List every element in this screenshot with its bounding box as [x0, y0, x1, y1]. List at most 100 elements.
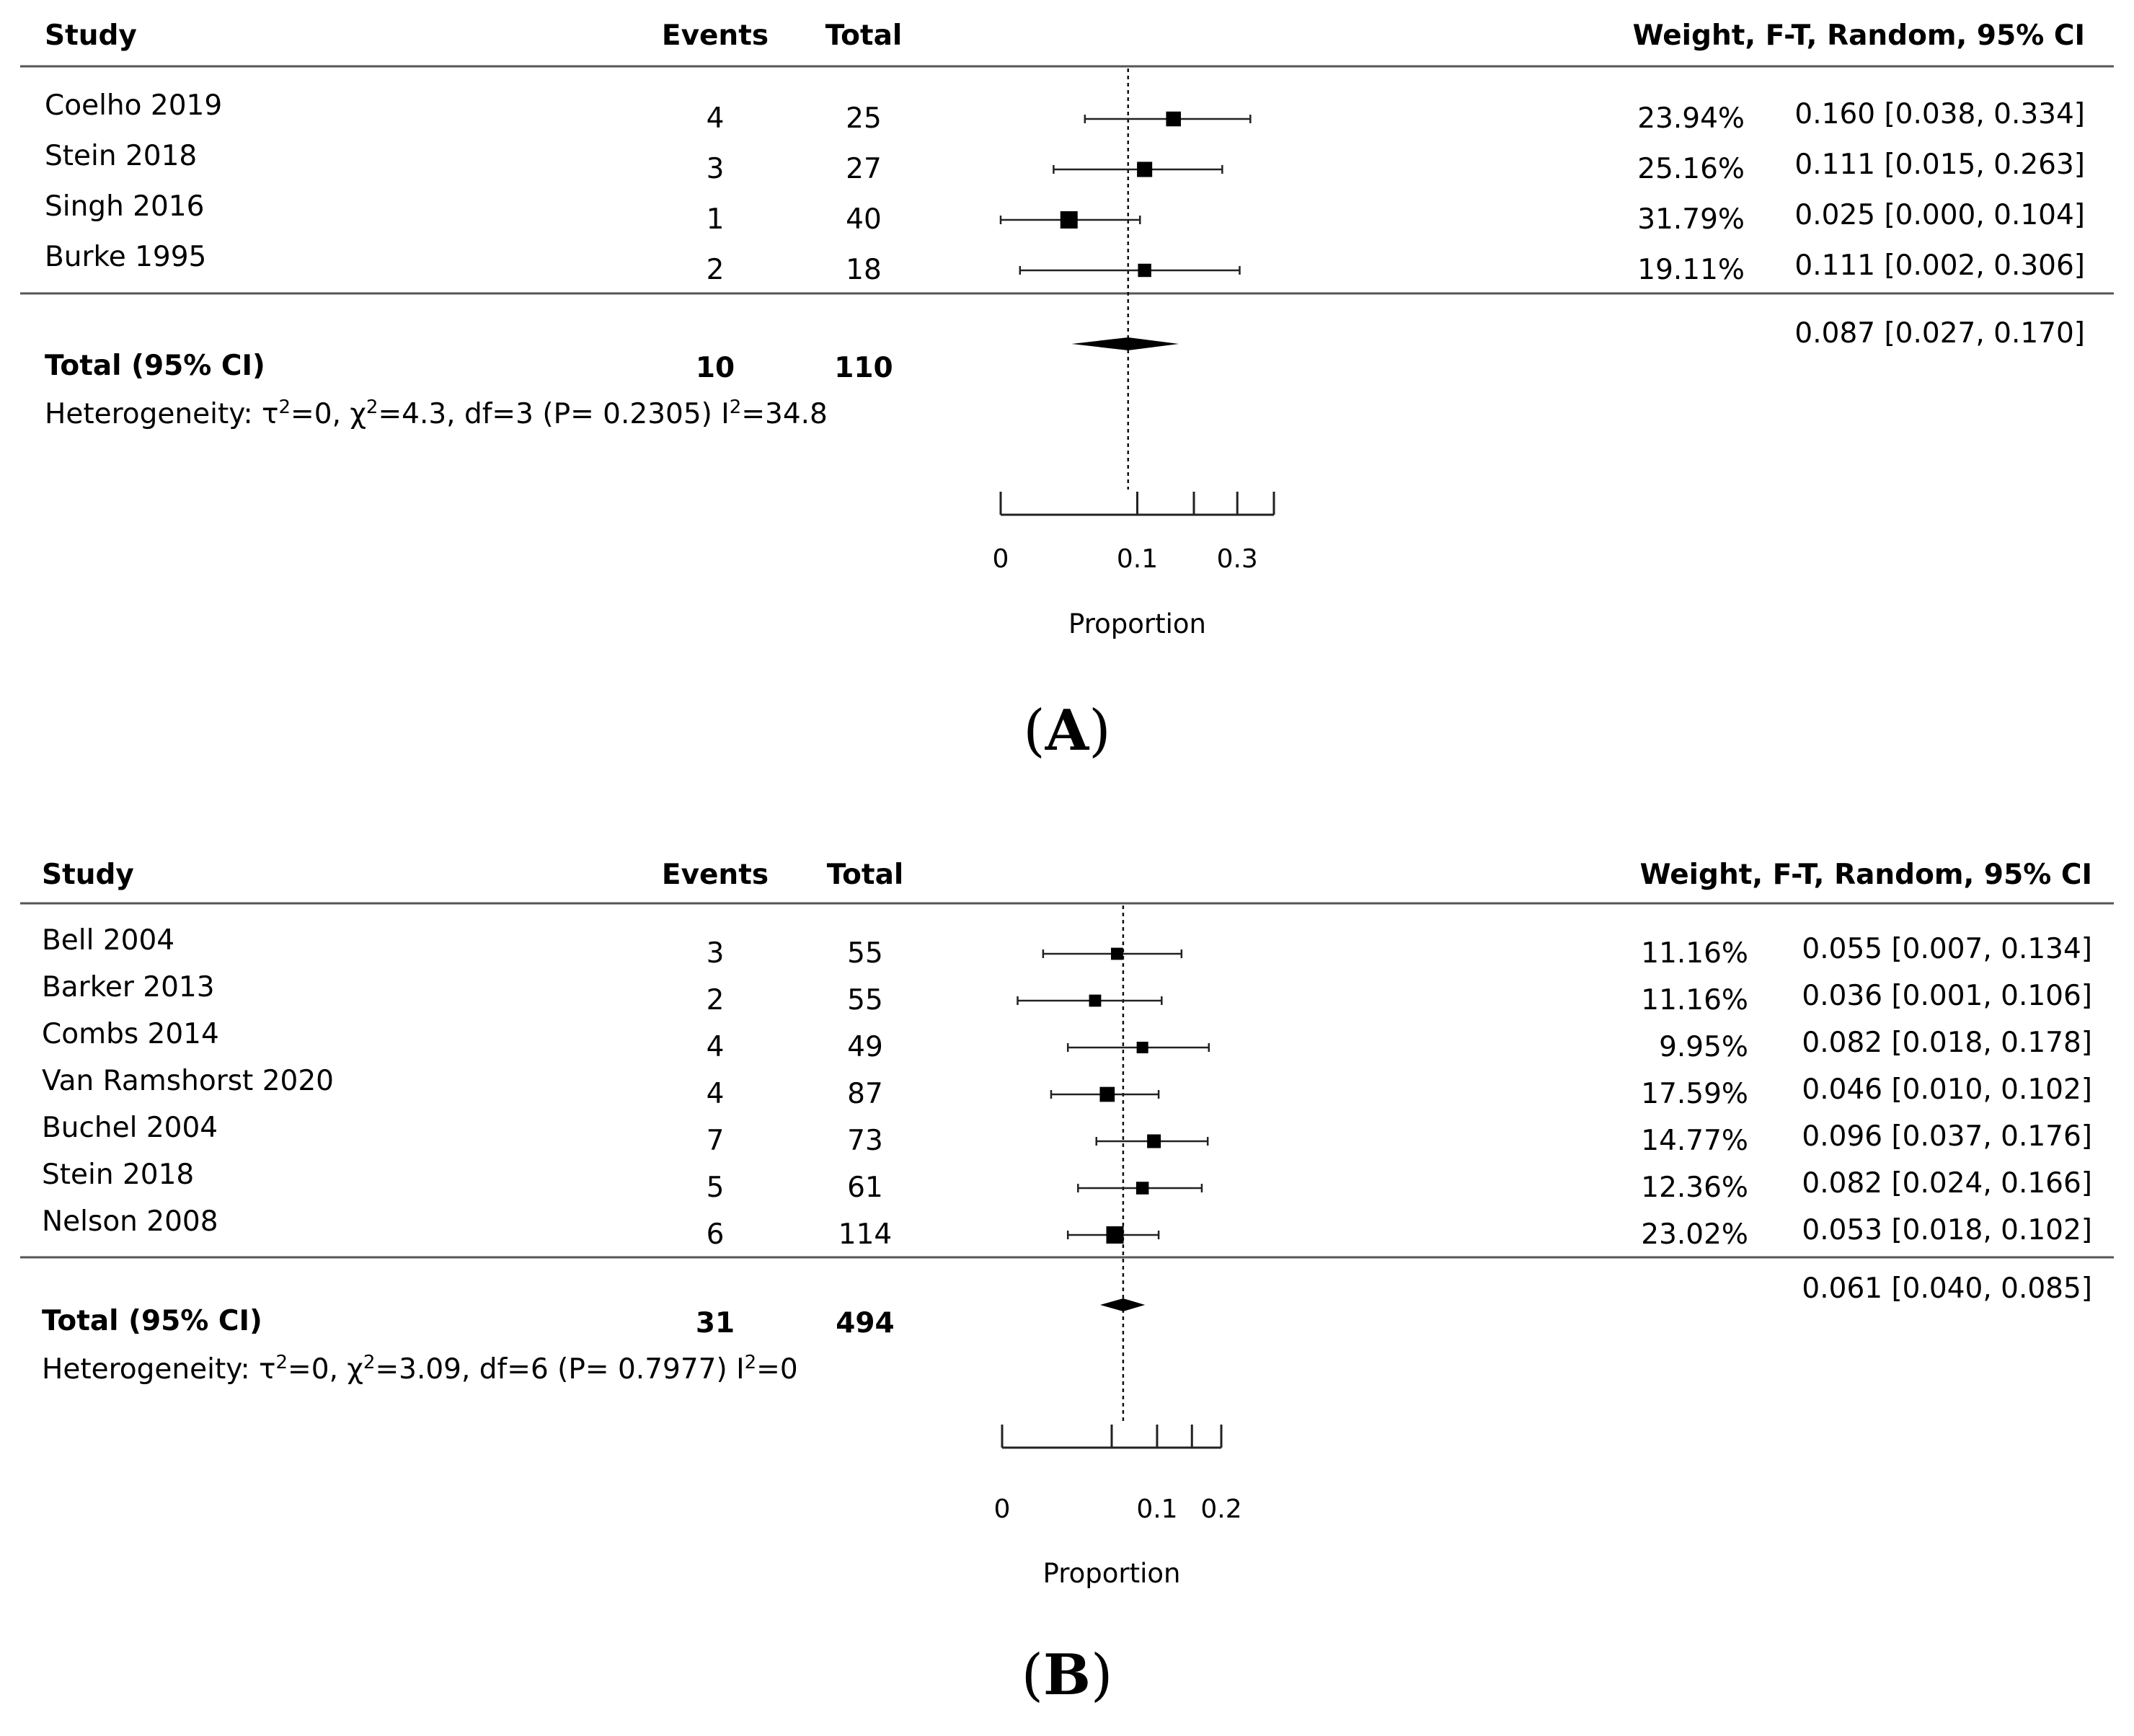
forest-panel-a: Study Events Total Weight, F-T, Random, 95%…	[20, 19, 2114, 763]
point-estimate-square	[1147, 1134, 1161, 1148]
study-weight: 9.95%	[1659, 1031, 1748, 1063]
forest-panel-b: Study Events Total Weight, F-T, Random, 95%…	[20, 859, 2114, 1708]
study-name: Stein 2018	[42, 1159, 194, 1191]
x-tick-label: 0.3	[1217, 544, 1258, 574]
superscript-2: 2	[366, 397, 378, 418]
study-name: Combs 2014	[42, 1018, 219, 1050]
x-tick-label: 0.2	[1200, 1494, 1241, 1524]
heterogeneity-prefix: Heterogeneity:	[42, 1353, 259, 1386]
df-label: , df=	[446, 398, 515, 430]
study-total: 40	[846, 203, 882, 236]
panel-label: (B)	[1022, 1642, 1113, 1708]
total-events: 10	[696, 352, 735, 384]
panel-label: (A)	[1023, 698, 1110, 763]
x-tick-label: 0	[994, 1494, 1011, 1524]
column-header-total: Total	[825, 19, 903, 52]
study-ci-text: 0.096 [0.037, 0.176]	[1802, 1120, 2092, 1153]
study-total: 73	[847, 1125, 883, 1157]
df-label: , df=	[461, 1353, 531, 1386]
tau-symbol: τ	[262, 398, 278, 430]
study-total: 55	[847, 984, 883, 1017]
study-ci-text: 0.160 [0.038, 0.334]	[1794, 98, 2085, 130]
study-ci-text: 0.036 [0.001, 0.106]	[1802, 980, 2092, 1012]
study-ci-text: 0.046 [0.010, 0.102]	[1802, 1073, 2092, 1106]
study-name: Burke 1995	[45, 241, 206, 273]
p-label: (P=	[534, 398, 603, 430]
equals: =	[756, 1353, 780, 1386]
point-estimate-square	[1138, 263, 1151, 278]
study-ci-text: 0.111 [0.015, 0.263]	[1794, 149, 2085, 181]
x-axis-label: Proportion	[1068, 608, 1206, 639]
heterogeneity-statistics: Heterogeneity: τ2=0, χ2=3.09, df=6 (P= 0…	[42, 1352, 798, 1386]
study-weight: 31.79%	[1637, 203, 1745, 236]
study-weight: 14.77%	[1641, 1125, 1748, 1157]
equals: =	[375, 1353, 399, 1386]
study-name: Coelho 2019	[45, 89, 222, 122]
study-events: 4	[707, 1031, 725, 1063]
df-value: 3	[515, 398, 534, 430]
study-events: 1	[707, 203, 725, 236]
panel-letter: A	[1045, 698, 1090, 763]
equals: =	[378, 398, 402, 430]
study-ci-text: 0.025 [0.000, 0.104]	[1794, 199, 2085, 231]
paren-open: (	[1023, 699, 1045, 763]
study-ci-text: 0.111 [0.002, 0.306]	[1794, 249, 2085, 282]
superscript-2: 2	[730, 397, 742, 418]
x-tick-label: 0.1	[1117, 544, 1158, 574]
study-name: Barker 2013	[42, 971, 215, 1004]
chi-symbol: , χ	[332, 398, 366, 430]
column-header-study: Study	[42, 859, 134, 891]
study-name: Van Ramshorst 2020	[42, 1065, 334, 1097]
point-estimate-square	[1089, 994, 1102, 1007]
study-total: 18	[846, 254, 882, 286]
column-header-weight-ci: Weight, F-T, Random, 95% CI	[1640, 859, 2092, 891]
study-events: 2	[707, 984, 725, 1017]
study-name: Stein 2018	[45, 140, 197, 172]
superscript-2: 2	[363, 1352, 376, 1373]
point-estimate-square	[1136, 1041, 1148, 1054]
x-tick-label: 0	[993, 544, 1009, 574]
p-value: 0.7977	[618, 1353, 716, 1386]
study-events: 5	[707, 1172, 725, 1204]
chi-symbol: , χ	[329, 1353, 363, 1386]
p-value: 0.2305	[603, 398, 701, 430]
equals: =	[288, 1353, 311, 1386]
study-weight: 11.16%	[1641, 937, 1748, 970]
point-estimate-square	[1111, 947, 1123, 960]
paren-open: (	[1022, 1643, 1043, 1708]
study-total: 25	[846, 102, 882, 135]
study-weight: 23.94%	[1637, 102, 1745, 135]
equals: =	[741, 398, 765, 430]
chi2-value: 3.09	[399, 1353, 461, 1386]
heterogeneity-statistics: Heterogeneity: τ2=0, χ2=4.3, df=3 (P= 0.…	[45, 397, 828, 430]
study-total: 61	[847, 1172, 883, 1204]
column-header-events: Events	[662, 19, 769, 52]
total-events: 31	[696, 1307, 735, 1339]
superscript-2: 2	[745, 1352, 757, 1373]
point-estimate-square	[1166, 111, 1181, 127]
study-weight: 12.36%	[1641, 1172, 1748, 1204]
superscript-2: 2	[279, 397, 291, 418]
study-name: Nelson 2008	[42, 1205, 218, 1238]
column-header-events: Events	[662, 859, 769, 891]
study-total: 114	[838, 1218, 892, 1251]
study-name: Singh 2016	[45, 190, 204, 223]
total-total: 494	[836, 1307, 894, 1339]
total-ci-text: 0.061 [0.040, 0.085]	[1802, 1272, 2092, 1305]
x-tick-label: 0.1	[1136, 1494, 1177, 1524]
study-weight: 11.16%	[1641, 984, 1748, 1017]
i2-label: ) I	[716, 1353, 744, 1386]
column-header-weight-ci: Weight, F-T, Random, 95% CI	[1633, 19, 2085, 52]
i2-value: 34.8	[765, 398, 828, 430]
study-weight: 25.16%	[1637, 153, 1745, 185]
study-events: 3	[707, 153, 725, 185]
point-estimate-square	[1137, 161, 1153, 177]
study-weight: 17.59%	[1641, 1078, 1748, 1110]
column-header-total: Total	[827, 859, 904, 891]
total-ci-text: 0.087 [0.027, 0.170]	[1794, 317, 2085, 350]
study-total: 27	[846, 153, 882, 185]
pooled-estimate-diamond	[1099, 1298, 1146, 1311]
equals: =	[291, 398, 314, 430]
total-label: Total (95% CI)	[42, 1305, 262, 1337]
study-events: 3	[707, 937, 725, 970]
